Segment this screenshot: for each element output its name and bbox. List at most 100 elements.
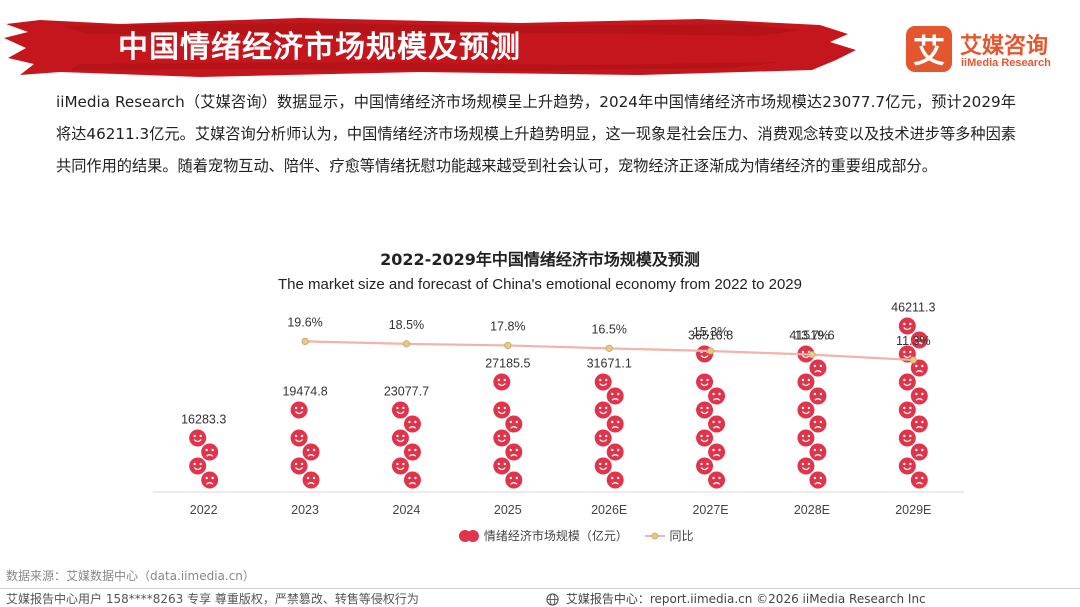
bar-value-label: 16283.3 xyxy=(181,413,226,427)
logo-text-cn: 艾媒咨询 xyxy=(960,34,1049,59)
emoji-face-icon xyxy=(910,331,928,349)
growth-point xyxy=(402,340,411,348)
emoji-face-icon xyxy=(594,401,612,419)
legend-label-bar: 情绪经济市场规模（亿元） xyxy=(483,529,628,543)
emoji-face-icon xyxy=(696,429,714,447)
emoji-face-icon xyxy=(696,457,714,475)
emoji-face-icon xyxy=(391,457,409,475)
emoji-face-icon xyxy=(708,387,726,405)
emoji-face-icon xyxy=(708,443,726,461)
emoji-face-icon xyxy=(809,359,827,377)
logo-mark-icon: 艾 xyxy=(906,26,952,72)
emoji-face-icon xyxy=(290,457,308,475)
emoji-face-icon xyxy=(910,443,928,461)
chart-legend: 情绪经济市场规模（亿元） 同比 xyxy=(458,527,706,545)
page-title: 中国情绪经济市场规模及预测 xyxy=(118,30,521,65)
emoji-face-icon xyxy=(189,429,207,447)
growth-point xyxy=(605,344,613,352)
growth-point xyxy=(706,347,715,355)
emoji-face-icon xyxy=(606,387,624,405)
emoji-face-icon xyxy=(797,457,815,475)
x-tick-label: 2023 xyxy=(291,503,319,517)
x-tick-label: 2026E xyxy=(591,503,627,517)
emoji-face-icon xyxy=(809,415,827,433)
emoji-face-icon xyxy=(594,373,612,391)
emoji-face-icon xyxy=(696,401,714,419)
emoji-face-icon xyxy=(290,429,308,447)
legend-line-icon xyxy=(644,532,665,539)
emoji-face-icon xyxy=(290,401,308,419)
growth-value-label: 15.3% xyxy=(693,325,728,339)
emoji-face-icon xyxy=(797,401,815,419)
emoji-face-icon xyxy=(910,359,928,377)
emoji-face-icon xyxy=(493,401,511,419)
chart-subtitle: The market size and forecast of China's … xyxy=(278,276,802,293)
emoji-face-icon xyxy=(797,373,815,391)
x-tick-label: 2024 xyxy=(393,503,421,517)
title-banner xyxy=(4,18,856,77)
x-tick-label: 2029E xyxy=(895,503,931,517)
footer-copyright-note: 艾媒报告中心用户 158****8263 专享 尊重版权，严禁篡改、转售等侵权行… xyxy=(6,592,419,606)
emoji-face-icon xyxy=(606,443,624,461)
emoji-face-icon xyxy=(493,457,511,475)
growth-value-label: 19.6% xyxy=(287,315,322,329)
x-tick-label: 2025 xyxy=(494,503,522,517)
emoji-face-icon xyxy=(403,443,421,461)
emoji-face-icon xyxy=(403,415,421,433)
legend-emoji-icon xyxy=(459,529,479,542)
growth-value-label: 13.7% xyxy=(794,329,829,343)
emoji-face-icon xyxy=(898,401,916,419)
x-tick-label: 2027E xyxy=(692,503,728,517)
bar-value-label: 36516.8 xyxy=(688,329,733,343)
emoji-face-icon xyxy=(302,443,320,461)
emoji-face-icon xyxy=(809,471,827,489)
growth-point xyxy=(808,351,816,359)
emoji-face-icon xyxy=(708,471,726,489)
footer-site: 艾媒报告中心：report.iimedia.cn ©2026 iiMedia R… xyxy=(546,590,926,607)
growth-point xyxy=(504,341,512,350)
emoji-face-icon xyxy=(696,373,714,391)
intro-paragraph: iiMedia Research（艾媒咨询）数据显示，中国情绪经济市场规模呈上升… xyxy=(56,93,1016,175)
emoji-face-icon xyxy=(809,443,827,461)
emoji-face-icon xyxy=(898,317,916,335)
bar-value-label: 31671.1 xyxy=(587,357,632,371)
growth-point xyxy=(909,356,917,364)
emoji-face-icon xyxy=(898,429,916,447)
emoji-face-icon xyxy=(594,457,612,475)
emoji-face-icon xyxy=(910,387,928,405)
emoji-face-icon xyxy=(910,471,928,489)
growth-point xyxy=(301,337,309,345)
emoji-face-icon xyxy=(189,457,207,475)
emoji-face-icon xyxy=(391,401,409,419)
x-tick-label: 2028E xyxy=(794,503,830,517)
emoji-face-icon xyxy=(910,415,928,433)
bar-value-label: 19474.8 xyxy=(282,385,327,399)
x-tick-label: 2022 xyxy=(190,503,218,517)
bar-value-label: 27185.5 xyxy=(485,357,530,371)
emoji-face-icon xyxy=(201,443,219,461)
footer-divider xyxy=(0,588,1080,589)
emoji-face-icon xyxy=(505,443,523,461)
emoji-face-icon xyxy=(493,373,511,391)
emoji-face-icon xyxy=(708,415,726,433)
growth-value-label: 11.3% xyxy=(896,334,931,348)
emoji-face-icon xyxy=(809,387,827,405)
emoji-face-icon xyxy=(898,373,916,391)
emoji-face-icon xyxy=(594,429,612,447)
emoji-face-icon xyxy=(391,429,409,447)
emoji-face-icon xyxy=(505,471,523,489)
growth-value-label: 18.5% xyxy=(389,318,424,332)
logo-text-en: iiMedia Research xyxy=(961,57,1051,69)
chart-title: 2022-2029年中国情绪经济市场规模及预测 xyxy=(380,250,700,269)
emoji-face-icon xyxy=(505,415,523,433)
bar-value-label: 46211.3 xyxy=(891,301,935,315)
globe-icon xyxy=(546,593,559,606)
emoji-face-icon xyxy=(606,471,624,489)
growth-value-label: 17.8% xyxy=(490,319,525,333)
brand-logo: 艾 艾媒咨询 iiMedia Research xyxy=(906,26,1066,76)
footer-site-text: 艾媒报告中心：report.iimedia.cn ©2026 iiMedia R… xyxy=(565,592,926,606)
emoji-face-icon xyxy=(201,471,219,489)
bar-value-label: 41519.6 xyxy=(789,329,834,343)
bar-value-label: 23077.7 xyxy=(384,385,429,399)
